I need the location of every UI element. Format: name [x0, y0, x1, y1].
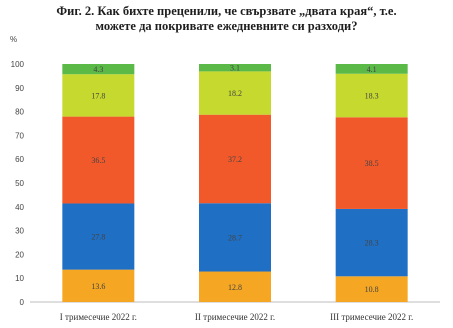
y-tick-label: 20 [15, 250, 24, 259]
bar-segment [199, 114, 271, 204]
data-label: 18.3 [365, 92, 379, 101]
chart-title: Фиг. 2. Как бихте преценили, че свързват… [0, 4, 453, 34]
bar-segment [335, 276, 408, 302]
x-axis-labels: I тримесечие 2022 г. II тримесечие 2022 г… [60, 312, 413, 322]
data-label: 4.3 [93, 65, 103, 74]
data-label: 13.6 [91, 282, 105, 291]
y-tick-label: 70 [15, 131, 24, 140]
y-tick-label: 30 [15, 227, 24, 236]
data-label: 36.5 [91, 156, 105, 165]
bar-segment [335, 73, 408, 118]
data-label: 28.7 [228, 233, 242, 242]
bar-stack: 12.8 28.7 37.2 18.2 3.1 [199, 64, 271, 302]
chart-title-line-1: Фиг. 2. Как бихте преценили, че свързват… [56, 4, 397, 18]
data-label: 4.1 [367, 65, 377, 74]
bar-segment [62, 203, 135, 270]
data-label: 27.8 [91, 233, 105, 242]
y-tick-label: 60 [15, 155, 24, 164]
x-tick-label: I тримесечие 2022 г. [60, 312, 137, 322]
bar-segment [335, 64, 408, 74]
bar-segment [199, 71, 271, 115]
bar-segment [62, 269, 135, 302]
bar-segment [335, 208, 408, 277]
bar-segment [62, 116, 135, 204]
x-tick-label: II тримесечие 2022 г. [195, 312, 275, 322]
data-label: 38.5 [365, 159, 379, 168]
y-tick-label: 40 [15, 203, 24, 212]
data-label: 37.2 [228, 155, 242, 164]
y-axis-label: % [10, 35, 17, 44]
bar-segment [199, 64, 271, 72]
data-label: 17.8 [91, 91, 105, 100]
data-label: 18.2 [228, 89, 242, 98]
bar-segment [335, 117, 408, 209]
y-tick-label: 90 [15, 84, 24, 93]
bar-segment [62, 64, 135, 75]
y-tick-label: 100 [11, 60, 25, 69]
bar-stack: 13.6 27.8 36.5 17.8 4.3 [62, 64, 135, 302]
y-tick-label: 0 [20, 298, 25, 307]
data-label: 28.3 [365, 239, 379, 248]
chart-title-line-2: можете да покривате ежедневните си разхо… [95, 19, 358, 33]
data-label: 3.1 [230, 64, 240, 73]
y-tick-label: 50 [15, 179, 24, 188]
bar-segment [62, 74, 135, 117]
bar-segment [199, 271, 271, 302]
data-label: 12.8 [228, 283, 242, 292]
bar-segment [199, 203, 271, 272]
bar-stack: 10.8 28.3 38.5 18.3 4.1 [335, 64, 408, 302]
bars: 13.6 27.8 36.5 17.8 4.3 12.8 28.7 37.2 18.2 3.1 10… [62, 64, 408, 302]
data-label: 10.8 [365, 285, 379, 294]
x-tick-label: III тримесечие 2022 г. [330, 312, 413, 322]
y-tick-label: 10 [15, 274, 24, 283]
y-tick-label: 80 [15, 108, 24, 117]
